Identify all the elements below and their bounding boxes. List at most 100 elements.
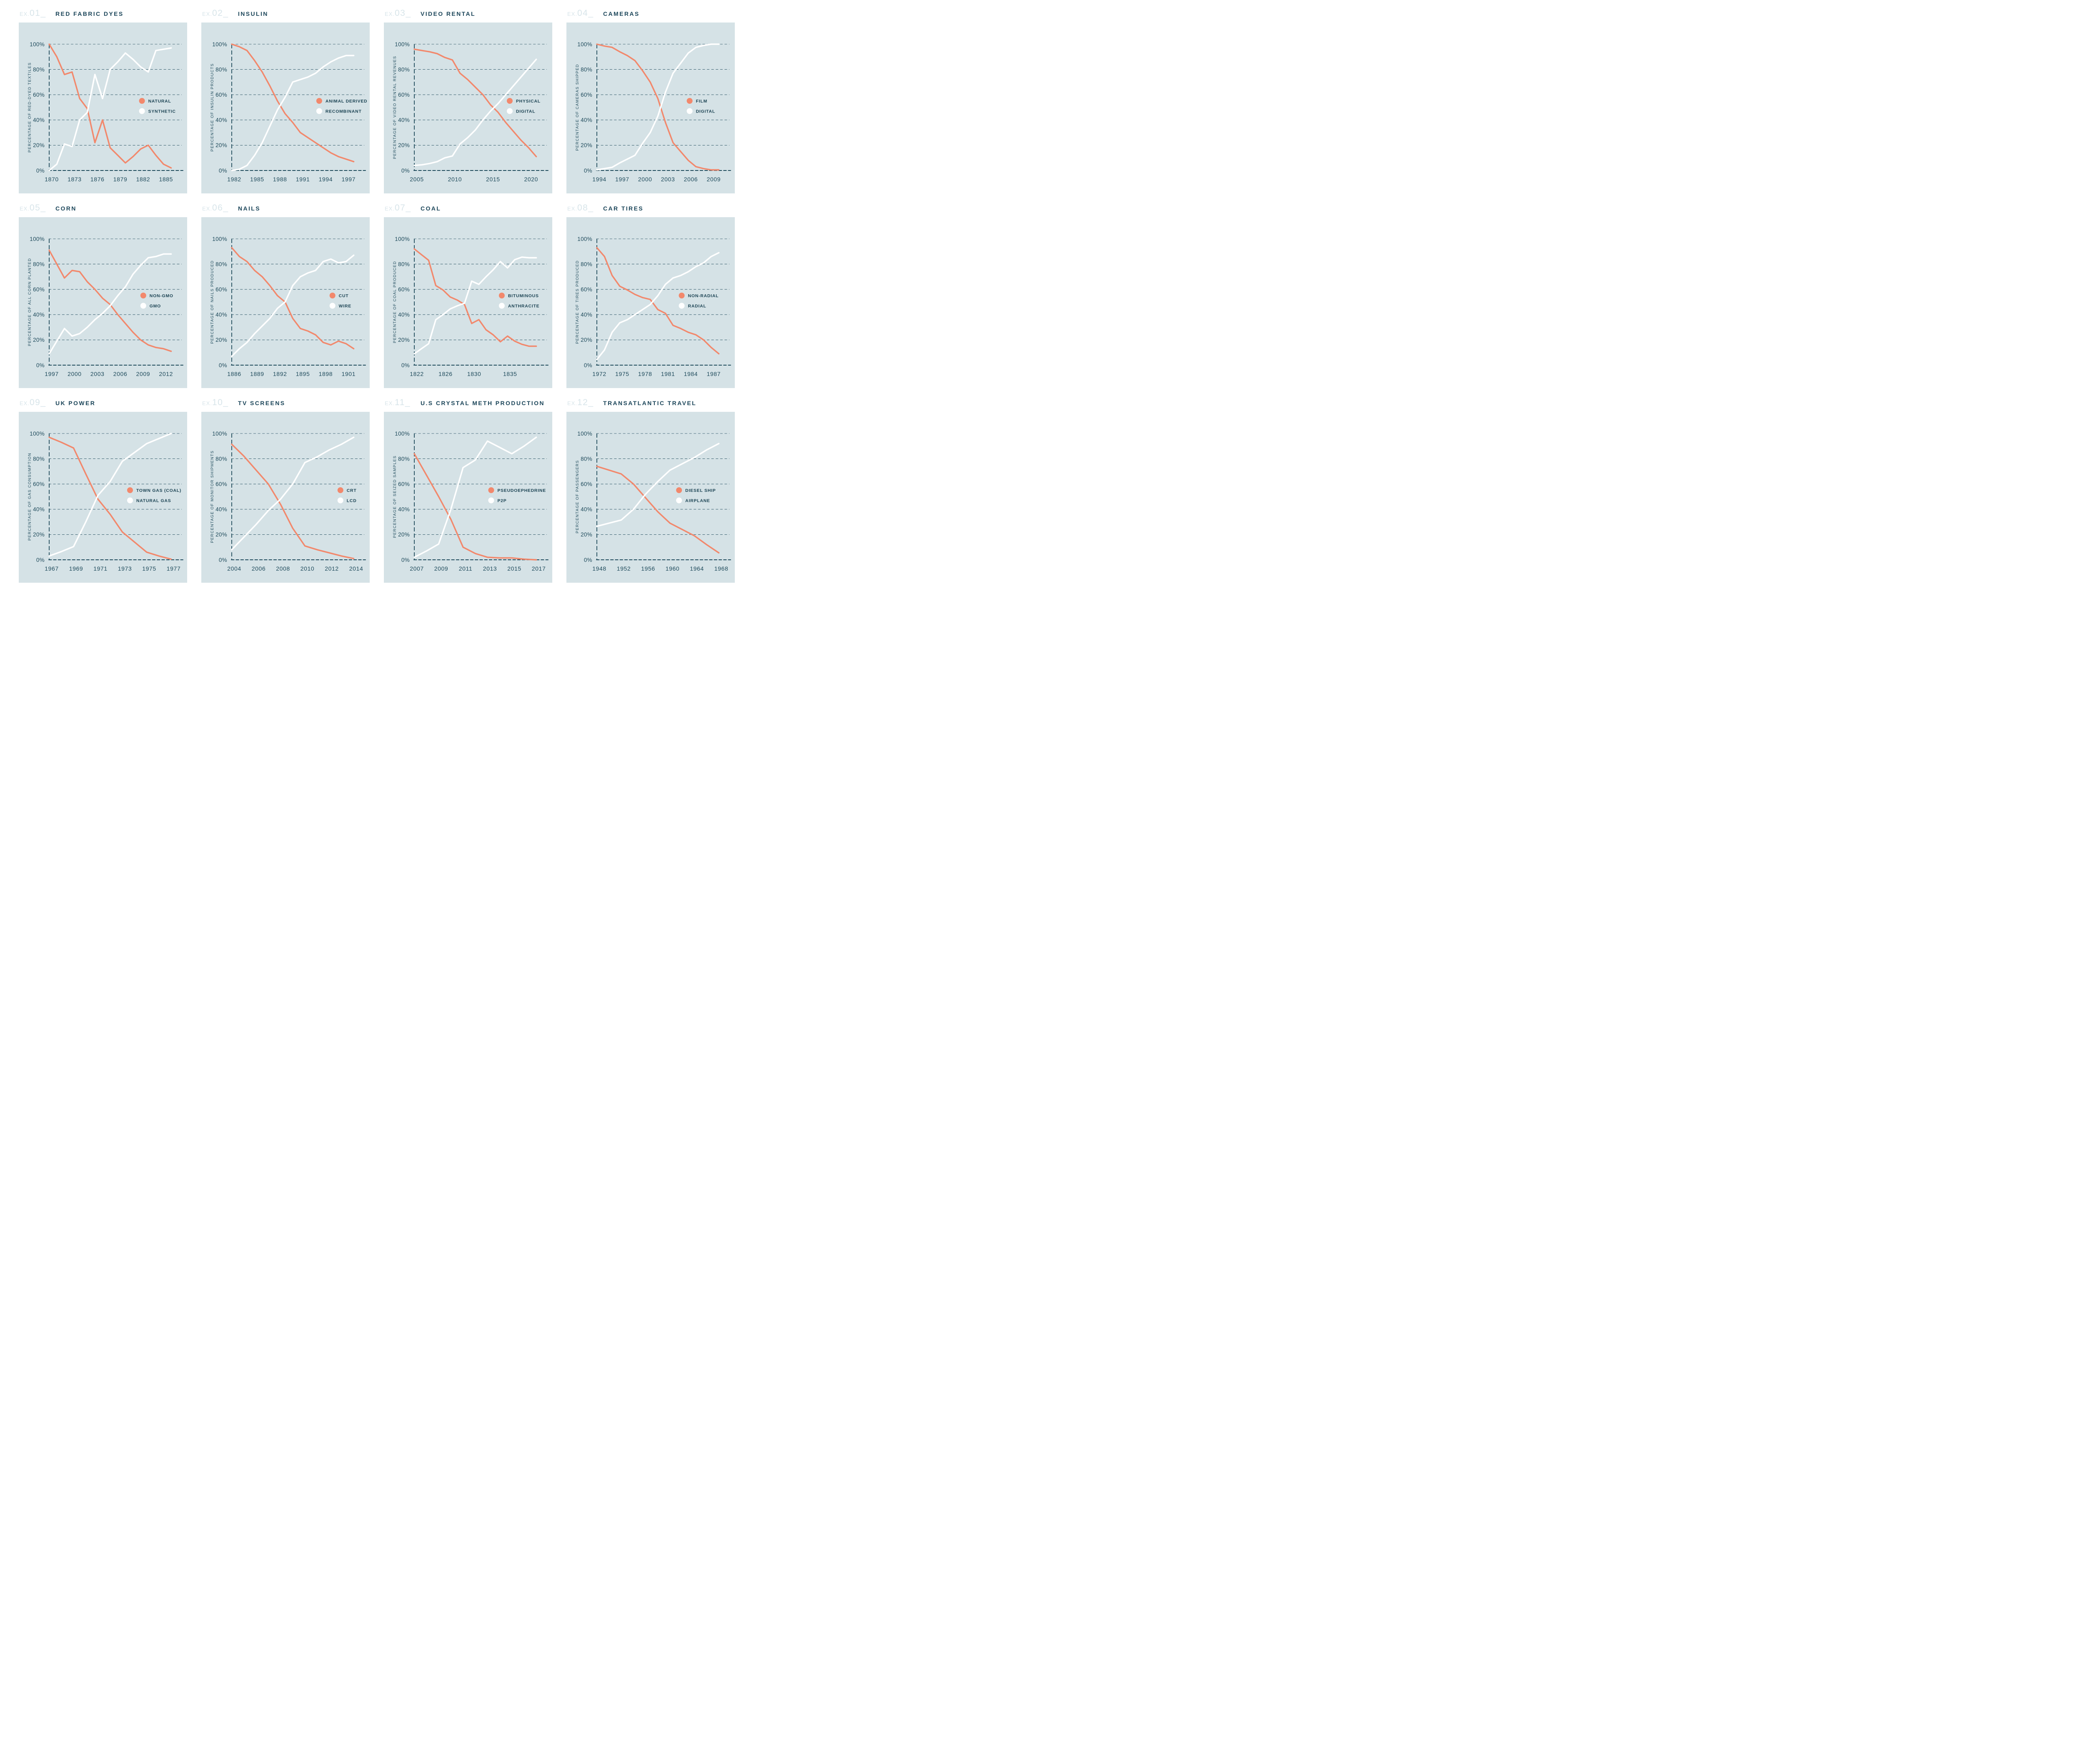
x-tick-label: 2010 [301,565,315,572]
y-axis-title: PERCENTAGE OF COAL PRODUCED [393,261,397,343]
x-tick-label: 2017 [532,565,546,572]
chart-panel: 100% 80% 60% 40% 20% 0% PERCENTAGE OF CAMERAS … [566,23,735,193]
y-tick-label: 20% [581,337,592,343]
chart-canvas: 100% 80% 60% 40% 20% 0% PERCENTAGE OF INSULIN … [210,41,367,183]
y-tick-label: 20% [398,337,410,343]
x-tick-label: 2008 [276,565,290,572]
x-tick-label: 1985 [250,176,264,183]
y-tick-label: 0% [36,362,45,368]
y-axis-title: PERCENTAGE OF NAILS PRODUCED [210,260,214,344]
x-tick-label: 1956 [641,565,655,572]
y-tick-label: 80% [33,66,45,73]
series-line-physical [413,48,537,158]
legend-label-non-radial: NON-RADIAL [688,294,719,298]
exhibit-prefix: EX. [567,400,577,406]
exhibit-num: 06 [212,203,223,213]
y-tick-label: 0% [584,557,592,563]
exhibit-num: 03 [394,8,406,18]
x-tick-label: 1971 [93,565,108,572]
x-tick-label: 1977 [167,565,181,572]
x-tick-label: 2006 [252,565,266,572]
exhibit-prefix: EX. [202,205,212,212]
x-tick-label: 1981 [661,371,675,377]
legend-label-wire: WIRE [339,304,351,308]
chart-header: EX. 11 _ U.S CRYSTAL METH PRODUCTION [384,393,552,412]
y-tick-label: 40% [33,117,45,123]
x-tick-label: 1997 [342,176,356,183]
legend-label-natural: NATURAL [148,99,171,104]
x-tick-label: 1835 [503,371,517,377]
chart-title: CORN [55,205,77,212]
y-tick-label: 20% [398,531,410,538]
x-tick-label: 2009 [434,565,448,572]
y-tick-label: 100% [30,41,45,48]
x-tick-label: 1975 [615,371,629,377]
y-tick-label: 60% [215,481,227,487]
exhibit-num: 10 [212,398,223,407]
y-tick-label: 100% [577,41,592,48]
x-tick-label: 1991 [296,176,310,183]
exhibit-num: 05 [29,203,41,213]
chart-grid: EX. 01 _ RED FABRIC DYES 100% 80% 60% 40% 20% 0… [0,0,755,588]
x-tick-label: 1968 [714,565,729,572]
chart-title: UK POWER [55,400,96,406]
x-tick-label: 2000 [638,176,652,183]
x-tick-label: 2006 [684,176,698,183]
y-tick-label: 40% [215,312,227,318]
y-tick-label: 20% [33,142,45,148]
legend-label-cut: CUT [339,294,349,298]
exhibit-num: 08 [577,203,589,213]
series-line-pseudoephedrine [413,453,537,561]
chart-canvas: 100% 80% 60% 40% 20% 0% PERCENTAGE OF GAS CONS… [28,431,183,572]
exhibit-number: EX. 01 _ [20,8,55,18]
exhibit-prefix: EX. [385,205,395,212]
x-tick-label: 2012 [159,371,173,377]
chart-title: RED FABRIC DYES [55,10,124,17]
legend-dot-digital [506,108,513,114]
legend-dot-crt [337,487,343,493]
exhibit-number: EX. 10 _ [202,398,238,408]
y-tick-label: 20% [33,531,45,538]
legend-dot-wire [329,303,336,309]
exhibit-prefix: EX. [567,205,577,212]
exhibit-suffix: _ [40,8,46,18]
chart-title: TRANSATLANTIC TRAVEL [603,400,697,406]
y-tick-label: 40% [581,117,592,123]
series-line-digital [413,58,537,166]
y-tick-label: 20% [215,142,227,148]
chart-canvas: 100% 80% 60% 40% 20% 0% PERCENTAGE OF MONITOR … [210,431,366,572]
x-tick-label: 1895 [296,371,310,377]
y-tick-label: 80% [581,66,592,73]
exhibit-num: 02 [212,8,223,18]
exhibit-number: EX. 06 _ [202,203,238,213]
chart-panel: 100% 80% 60% 40% 20% 0% PERCENTAGE OF MONITOR … [201,412,370,583]
y-axis-title: PERCENTAGE OF ALL CORN PLANTED [28,258,32,346]
x-tick-label: 2006 [113,371,128,377]
chart-cell: EX. 02 _ INSULIN 100% 80% 60% 40% 20% 0% PERCENT… [201,4,370,193]
chart-panel: 100% 80% 60% 40% 20% 0% PERCENTAGE OF PASSENGE… [566,412,735,583]
y-tick-label: 100% [30,431,45,437]
x-tick-label: 1898 [319,371,333,377]
y-tick-label: 0% [219,168,227,174]
chart-canvas: 100% 80% 60% 40% 20% 0% PERCENTAGE OF TIRES PR… [575,236,731,377]
legend-dot-digital [686,108,693,114]
y-tick-label: 40% [33,312,45,318]
legend-label-digital: DIGITAL [516,109,535,114]
y-tick-label: 0% [36,557,45,563]
x-tick-label: 1978 [638,371,652,377]
chart-canvas: 100% 80% 60% 40% 20% 0% PERCENTAGE OF NAILS PR… [210,236,366,377]
legend-dot-synthetic [139,108,145,114]
chart-cell: EX. 09 _ UK POWER 100% 80% 60% 40% 20% 0% PERCEN… [19,393,187,583]
exhibit-number: EX. 05 _ [20,203,55,213]
legend-dot-natural [139,98,145,104]
series-line-recombinant [231,55,355,171]
exhibit-num: 07 [394,203,406,213]
x-tick-label: 1948 [592,565,606,572]
exhibit-num: 12 [577,398,589,407]
x-tick-label: 2009 [707,176,721,183]
x-tick-label: 1973 [118,565,132,572]
y-axis-title: PERCENTAGE OF MONITOR SHIPMENTS [210,450,214,543]
series-line-synthetic [48,47,172,171]
exhibit-prefix: EX. [202,400,212,406]
chart-cell: EX. 06 _ NAILS 100% 80% 60% 40% 20% 0% PERCENTAG… [201,199,370,388]
